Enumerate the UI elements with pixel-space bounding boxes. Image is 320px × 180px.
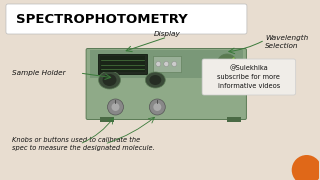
Circle shape — [108, 99, 124, 115]
Text: Sample Holder: Sample Holder — [12, 70, 66, 76]
Text: Display: Display — [154, 31, 181, 37]
Bar — [100, 117, 114, 122]
Ellipse shape — [149, 75, 161, 85]
Circle shape — [217, 54, 237, 74]
Text: @Sulekhika
subscribe for more
informative videos: @Sulekhika subscribe for more informativ… — [218, 65, 280, 89]
Circle shape — [292, 155, 320, 180]
Bar — [100, 56, 145, 72]
Text: SPECTROPHOTOMETRY: SPECTROPHOTOMETRY — [16, 12, 188, 26]
Ellipse shape — [102, 74, 116, 86]
FancyBboxPatch shape — [6, 4, 247, 34]
Bar — [90, 50, 243, 78]
Text: Wavelength
Selection: Wavelength Selection — [265, 35, 308, 49]
FancyBboxPatch shape — [202, 59, 296, 95]
Circle shape — [156, 62, 161, 66]
Circle shape — [164, 62, 169, 66]
Circle shape — [222, 59, 232, 69]
Ellipse shape — [99, 71, 120, 89]
Text: Knobs or buttons used to calibrate the
spec to measure the designated molecule.: Knobs or buttons used to calibrate the s… — [12, 137, 155, 151]
Circle shape — [153, 103, 161, 111]
Circle shape — [149, 99, 165, 115]
Ellipse shape — [145, 72, 165, 88]
Bar — [227, 117, 241, 122]
Circle shape — [172, 62, 177, 66]
Bar — [153, 56, 181, 72]
FancyBboxPatch shape — [86, 48, 246, 120]
Bar — [98, 54, 147, 74]
Circle shape — [111, 103, 119, 111]
